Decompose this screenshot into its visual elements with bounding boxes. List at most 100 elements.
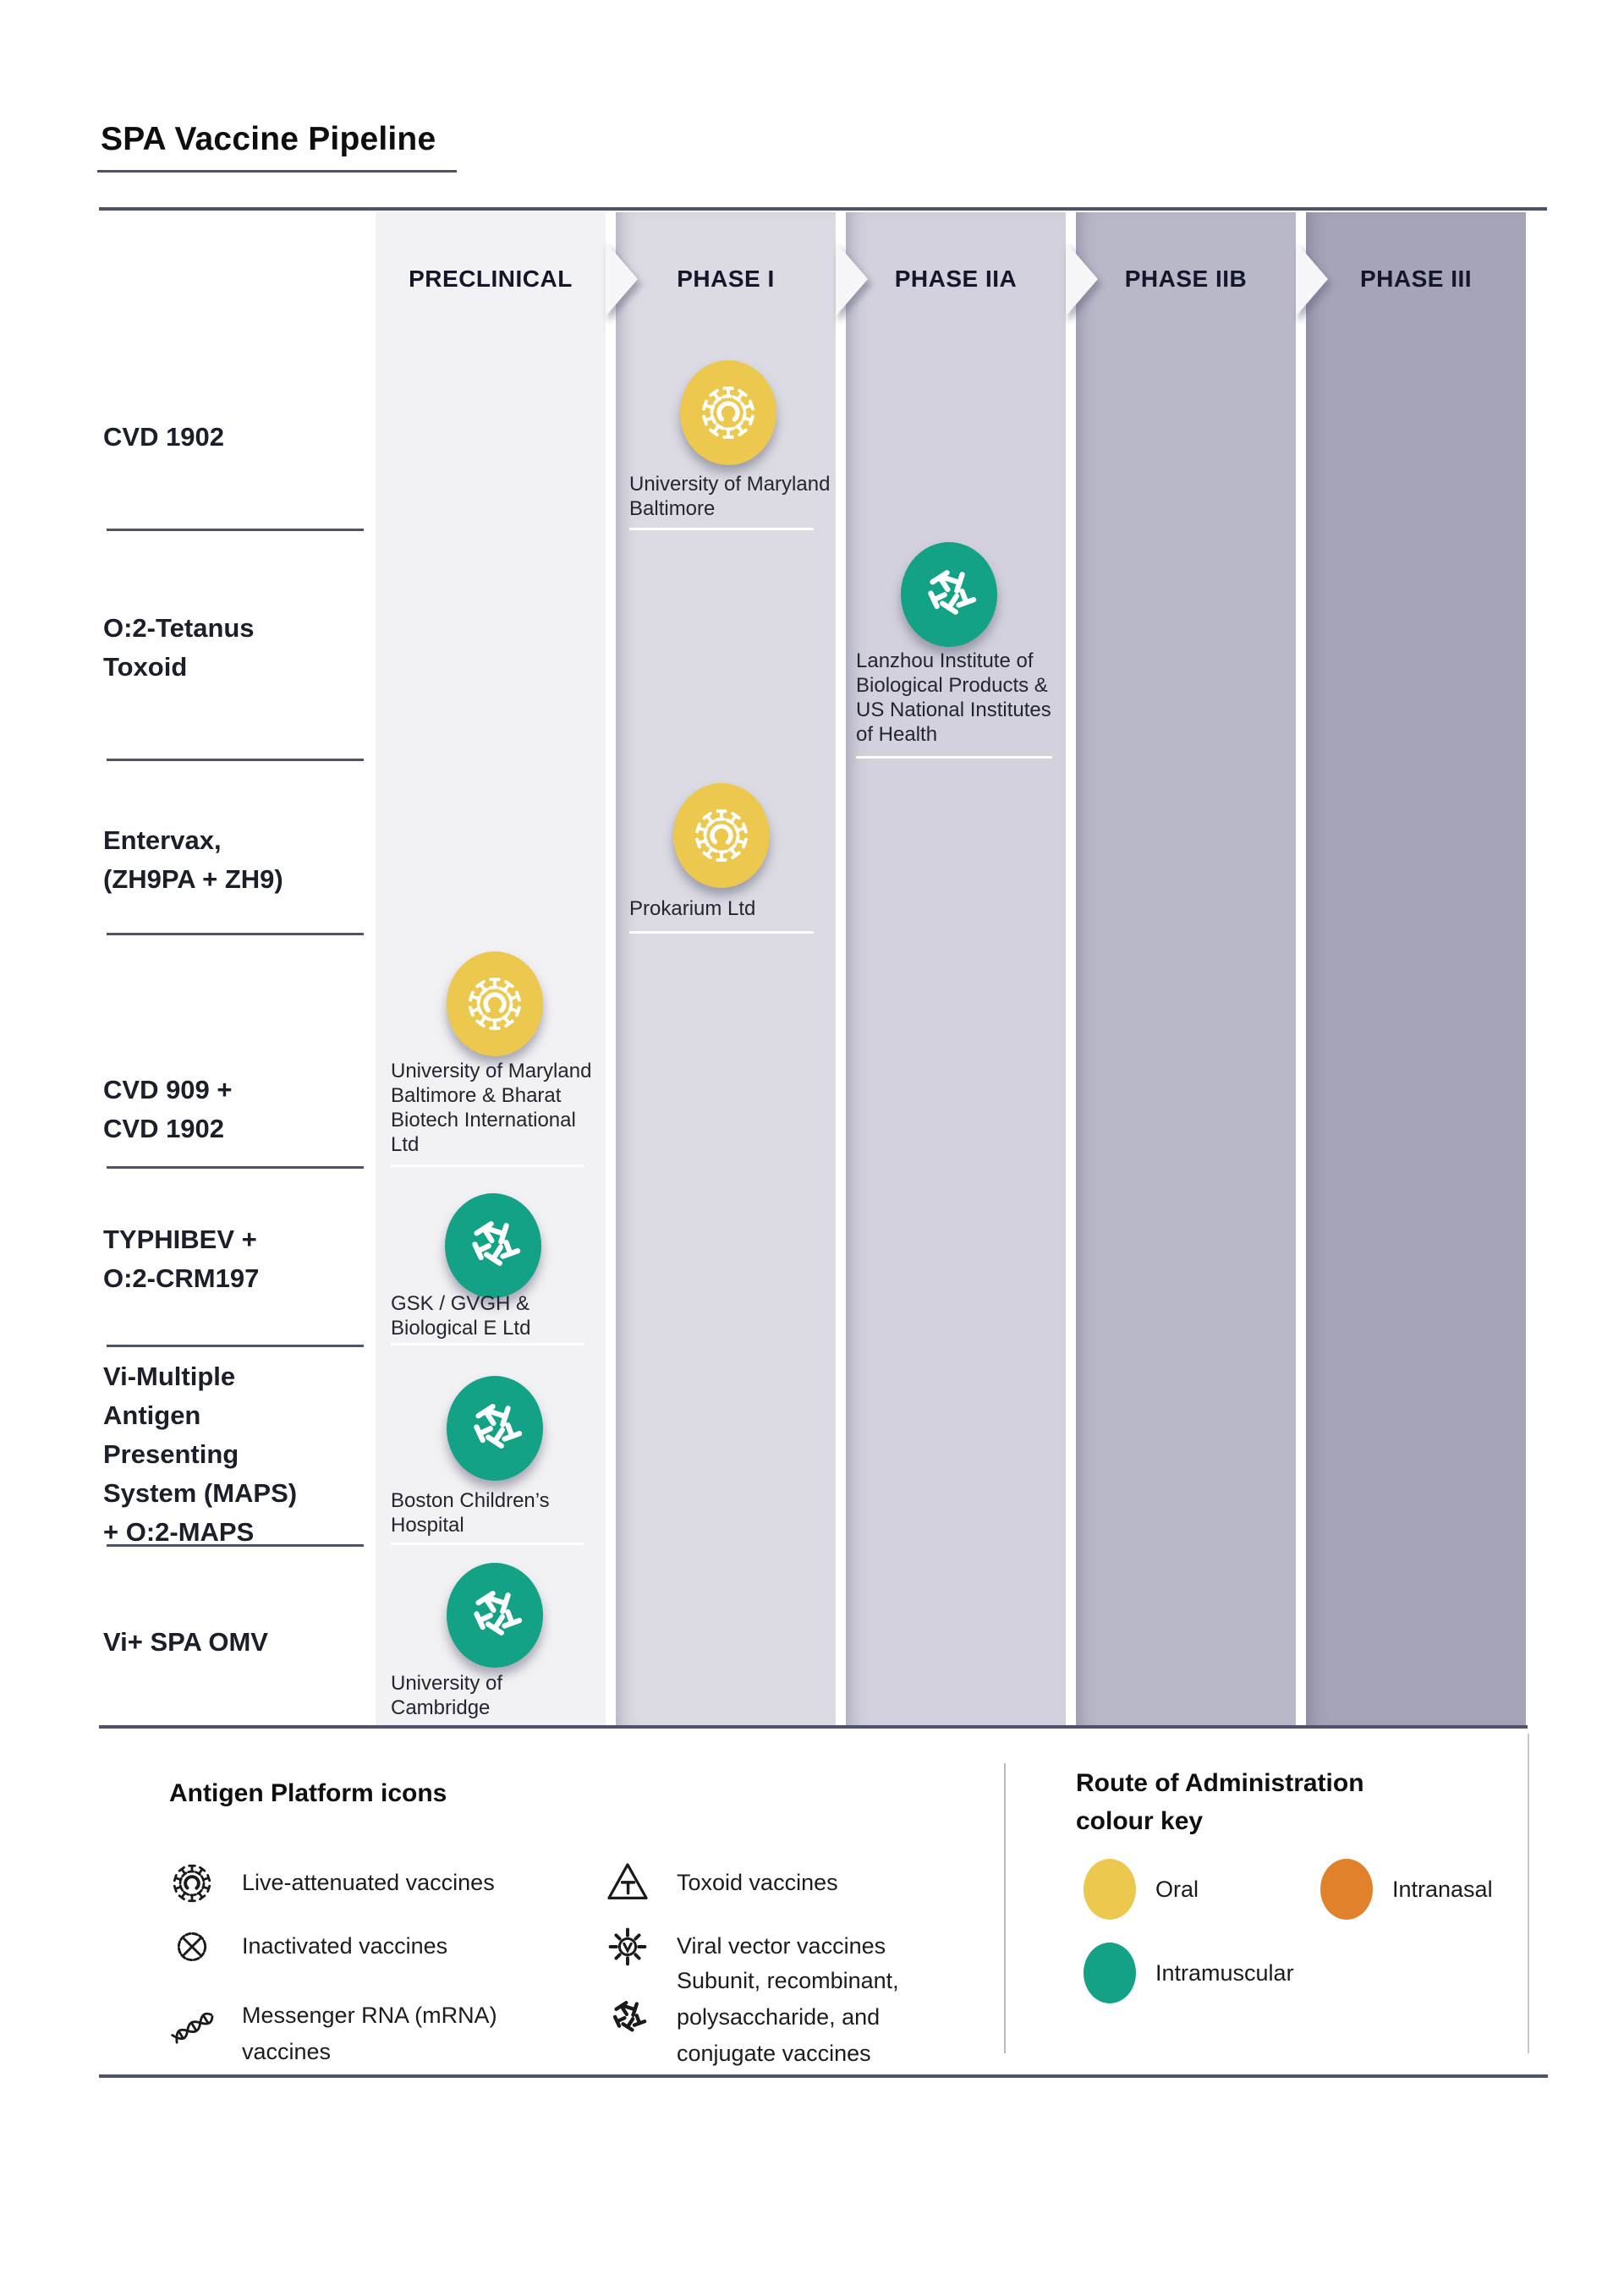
inactivated-icon — [167, 1922, 217, 1971]
platform-legend-heading: Antigen Platform icons — [169, 1779, 447, 1807]
caption-underline — [391, 1343, 584, 1345]
candidate-badge-typhibev — [445, 1193, 541, 1298]
row-label-cvd-909: CVD 909 + CVD 1902 — [103, 1071, 372, 1148]
live-attenuated-icon — [462, 971, 528, 1037]
title-underline — [97, 170, 457, 173]
intramuscular-colour-dot — [1084, 1943, 1136, 2003]
route-label-line: Intramuscular — [1155, 1960, 1294, 1986]
sponsor-caption-line: University of — [391, 1672, 503, 1695]
row-label-line: O:2-CRM197 — [103, 1263, 260, 1293]
candidate-badge-o2-tetanus-toxoid — [901, 542, 997, 647]
legend-label-line: vaccines — [242, 2039, 332, 2064]
phase-header-phase-2b: PHASE IIB — [1124, 266, 1248, 292]
row-label-line: Antigen — [103, 1400, 201, 1430]
sponsor-caption-line: Baltimore — [629, 497, 716, 520]
legend-right-border — [1528, 1734, 1529, 2053]
sponsor-caption-line: US National Institutes — [856, 699, 1051, 721]
candidate-badge-cvd-909 — [447, 951, 543, 1056]
sponsor-caption-line: of Health — [856, 723, 938, 746]
route-heading-line: colour key — [1076, 1807, 1204, 1835]
phase-header-phase-2a: PHASE IIA — [894, 266, 1018, 292]
sponsor-caption-line: Hospital — [391, 1514, 464, 1537]
legend-bottom-rule — [99, 2074, 1548, 2078]
subunit-icon — [462, 1582, 528, 1648]
row-label-line: Vi+ SPA OMV — [103, 1627, 268, 1657]
caption-underline — [629, 931, 814, 934]
sponsor-caption-line: Prokarium Ltd — [629, 897, 756, 920]
legend-label-line: Messenger RNA (mRNA) — [242, 2003, 497, 2028]
caption-underline — [856, 756, 1052, 759]
row-label-line: CVD 1902 — [103, 422, 225, 452]
column-phase-2a — [846, 212, 1066, 1727]
row-separator — [107, 933, 364, 935]
legend-label-line: Toxoid vaccines — [677, 1870, 838, 1895]
subunit-icon — [460, 1213, 526, 1279]
sponsor-caption: Lanzhou Institute of Biological Products… — [856, 649, 1051, 747]
table-top-rule — [99, 207, 1547, 211]
legend-item-label: Live-attenuated vaccines — [242, 1865, 495, 1901]
row-label-line: O:2-Tetanus — [103, 613, 255, 643]
caption-underline — [391, 1543, 584, 1545]
route-legend-heading: Route of Administration colour key — [1076, 1764, 1364, 1840]
subunit-icon — [605, 1995, 650, 2041]
legend-divider — [1004, 1763, 1006, 2053]
row-label-line: + O:2-MAPS — [103, 1517, 255, 1547]
phase-header-phase-1: PHASE I — [677, 266, 775, 292]
row-label-typhibev: TYPHIBEV + O:2-CRM197 — [103, 1220, 372, 1298]
row-separator — [107, 1166, 364, 1169]
row-label-line: Presenting — [103, 1439, 239, 1469]
sponsor-caption-line: University of Maryland — [629, 473, 831, 496]
row-label-vi-spa-omv: Vi+ SPA OMV — [103, 1623, 372, 1662]
subunit-icon — [916, 562, 982, 627]
legend-label-line: polysaccharide, and — [677, 2004, 881, 2030]
sponsor-caption-line: Biological E Ltd — [391, 1317, 531, 1340]
column-phase-3 — [1306, 212, 1526, 1727]
row-separator — [107, 1345, 364, 1347]
route-item-label: Intranasal — [1392, 1871, 1493, 1908]
page-title: SPA Vaccine Pipeline — [101, 121, 436, 157]
phase-header-preclinical: PRECLINICAL — [409, 266, 573, 292]
row-label-entervax: Entervax, (ZH9PA + ZH9) — [103, 821, 372, 899]
row-separator — [107, 759, 364, 761]
row-separator — [107, 1544, 364, 1547]
sponsor-caption-line: Lanzhou Institute of — [856, 649, 1034, 672]
live-attenuated-icon — [695, 380, 761, 446]
legend-label-line: Inactivated vaccines — [242, 1933, 448, 1959]
row-label-line: CVD 1902 — [103, 1114, 225, 1143]
sponsor-caption-line: Cambridge — [391, 1696, 491, 1719]
column-phase-2b — [1076, 212, 1296, 1727]
row-label-o2-tetanus-toxoid: O:2-Tetanus Toxoid — [103, 609, 372, 687]
viral-vector-icon — [602, 1921, 653, 1972]
sponsor-caption-line: Boston Children’s — [391, 1489, 550, 1512]
row-label-line: System (MAPS) — [103, 1478, 298, 1508]
row-separator — [107, 529, 364, 531]
phase-header-phase-3: PHASE III — [1359, 266, 1473, 292]
sponsor-caption-line: Ltd — [391, 1133, 420, 1156]
sponsor-caption-line: University of Maryland — [391, 1060, 592, 1082]
row-label-vi-maps: Vi-Multiple Antigen Presenting System (M… — [103, 1357, 372, 1552]
sponsor-caption: Boston Children’s Hospital — [391, 1488, 550, 1537]
legend-item-label: Inactivated vaccines — [242, 1928, 447, 1964]
row-label-line: Entervax, — [103, 825, 222, 855]
legend-label-line: Viral vector vaccines — [677, 1933, 886, 1959]
sponsor-caption-line: GSK / GVGH & — [391, 1292, 530, 1315]
oral-colour-dot — [1084, 1859, 1136, 1920]
legend-item-label: Viral vector vaccines — [677, 1928, 886, 1964]
row-label-line: CVD 909 + — [103, 1075, 233, 1104]
row-label-line: TYPHIBEV + — [103, 1225, 257, 1254]
route-heading-line: Route of Administration — [1076, 1769, 1364, 1797]
candidate-badge-vi-spa-omv — [447, 1563, 543, 1668]
route-label-line: Oral — [1155, 1877, 1199, 1902]
legend-label-line: conjugate vaccines — [677, 2041, 871, 2066]
sponsor-caption-line: Baltimore & Bharat — [391, 1084, 562, 1107]
candidate-badge-cvd-1902 — [680, 360, 776, 465]
toxoid-icon — [603, 1859, 652, 1908]
legend-item-label: Messenger RNA (mRNA) vaccines — [242, 1997, 497, 2070]
intranasal-colour-dot — [1320, 1859, 1373, 1920]
sponsor-caption: University of Maryland Baltimore & Bhara… — [391, 1059, 591, 1157]
row-label-cvd-1902: CVD 1902 — [103, 418, 372, 457]
legend-label-line: Live-attenuated vaccines — [242, 1870, 495, 1895]
route-label-line: Intranasal — [1392, 1877, 1493, 1902]
legend-label-line: Subunit, recombinant, — [677, 1968, 899, 1993]
